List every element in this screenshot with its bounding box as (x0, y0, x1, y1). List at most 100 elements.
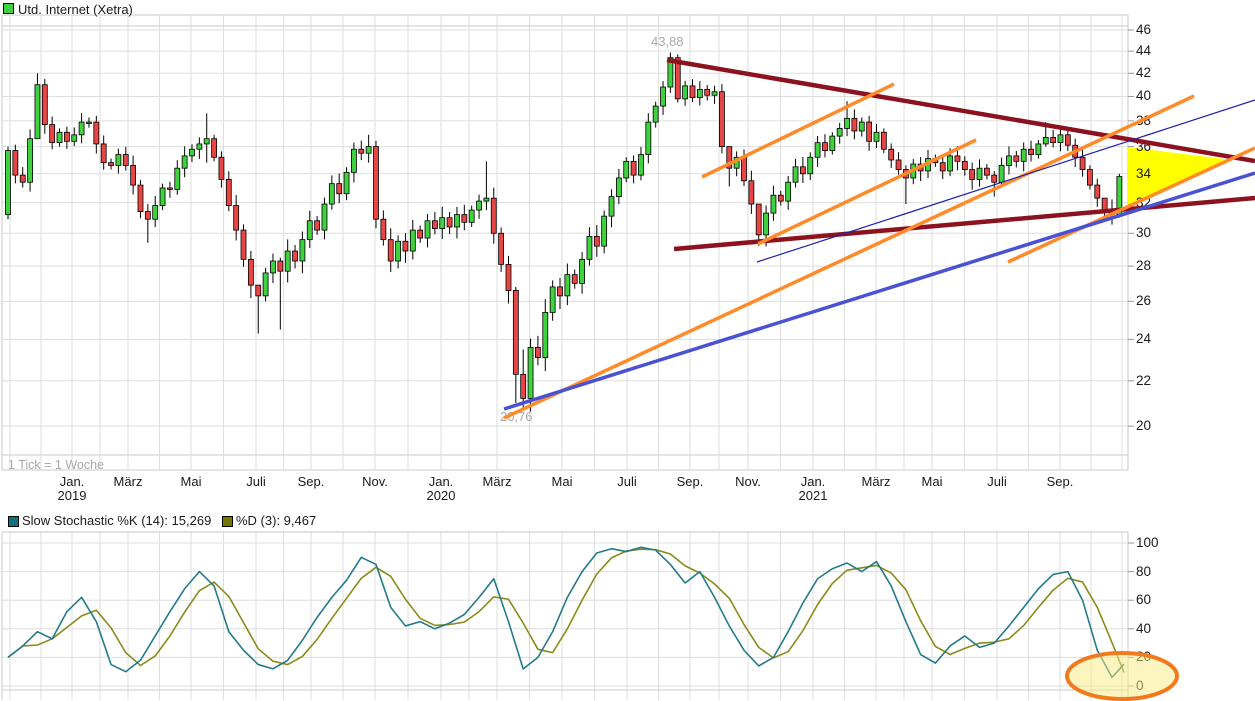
stochastic-k-legend: Slow Stochastic %K (14): 15,269 (22, 513, 212, 528)
stoch-tick-label: 100 (1136, 535, 1159, 550)
candle (365, 146, 372, 154)
price-tick-label: 42 (1136, 65, 1152, 81)
candle (196, 143, 203, 150)
month-tick-label: Jan. (59, 474, 85, 489)
candle (520, 373, 527, 399)
candle (461, 214, 468, 223)
candle (822, 142, 828, 151)
stochastic-d-legend: %D (3): 9,467 (236, 513, 317, 528)
year-tick-label: 2020 (426, 488, 456, 503)
candle (1020, 148, 1027, 162)
candle (424, 220, 431, 239)
stochastic-k-marker-icon (8, 516, 19, 527)
candle (696, 88, 703, 99)
candle (34, 84, 41, 140)
stochastic-k-line (7, 546, 1125, 679)
candle (954, 155, 961, 162)
candle (144, 211, 151, 220)
candle (888, 148, 895, 161)
month-tick-label: März (861, 474, 891, 489)
candle (476, 200, 482, 211)
candle (586, 236, 593, 260)
candle (1079, 156, 1086, 170)
candle (711, 91, 718, 96)
candle (181, 155, 188, 169)
candle (527, 346, 534, 399)
candle (174, 167, 181, 190)
candle (505, 263, 512, 291)
month-tick-label: Mai (180, 474, 202, 489)
candle (564, 274, 571, 297)
candle (799, 166, 806, 175)
candle (152, 205, 159, 220)
candle (351, 148, 357, 173)
candle (240, 229, 247, 260)
candle (130, 165, 137, 186)
month-tick-label: Sep. (297, 474, 325, 489)
candle (976, 167, 983, 180)
candle (100, 143, 107, 164)
candle (748, 180, 755, 205)
candle (233, 205, 240, 231)
price-tick-label: 22 (1136, 372, 1152, 388)
candle (314, 220, 321, 231)
candle (431, 220, 438, 229)
stoch-tick-label: 60 (1136, 592, 1152, 608)
candle (218, 156, 225, 180)
candle (387, 239, 394, 262)
candle (292, 250, 298, 262)
candle (638, 154, 644, 176)
candle (829, 135, 836, 151)
candle (652, 105, 659, 123)
candle (763, 212, 769, 236)
year-tick-label: 2021 (798, 488, 828, 503)
candle (836, 128, 843, 137)
candle (939, 162, 946, 172)
candle (211, 138, 217, 158)
candle (557, 286, 563, 297)
trendline-channel-bottom (757, 138, 977, 246)
price-tick-label: 46 (1136, 22, 1152, 37)
candle (247, 258, 254, 286)
candle (844, 117, 850, 129)
trendline-resistance-upper (666, 57, 1255, 164)
candle (284, 250, 291, 272)
candle (262, 272, 269, 297)
price-tick-label: 26 (1136, 293, 1152, 309)
candle (446, 217, 453, 228)
annotation-low: 20,76 (500, 409, 533, 424)
month-tick-label: Nov. (735, 474, 761, 489)
candle (895, 159, 902, 170)
annotation-high: 43,88 (651, 34, 684, 49)
price-tick-label: 40 (1136, 88, 1152, 104)
candle (498, 232, 505, 265)
year-tick-label: 2019 (57, 488, 87, 503)
candle (792, 166, 799, 183)
candle (122, 154, 129, 166)
candle (203, 138, 210, 145)
month-tick-label: Juli (987, 474, 1007, 489)
trendline-uptrend-long (503, 94, 1195, 420)
month-tick-label: Mai (551, 474, 573, 489)
candle (1057, 134, 1064, 144)
candle (608, 196, 615, 217)
candle (719, 91, 725, 147)
candle (1094, 184, 1101, 199)
candle (1035, 143, 1042, 155)
candle (1087, 169, 1093, 186)
candle (417, 229, 424, 239)
price-tick-label: 20 (1136, 418, 1152, 434)
candle (454, 214, 460, 228)
highlight-triangle (1128, 147, 1232, 206)
trendline-support-lower (673, 195, 1255, 252)
candle (373, 146, 379, 220)
candle (755, 203, 762, 236)
candle (343, 171, 350, 195)
candle (777, 194, 784, 202)
month-tick-label: Juli (246, 474, 266, 489)
candle (277, 260, 284, 272)
month-tick-label: Mai (921, 474, 943, 489)
candle (601, 215, 608, 247)
